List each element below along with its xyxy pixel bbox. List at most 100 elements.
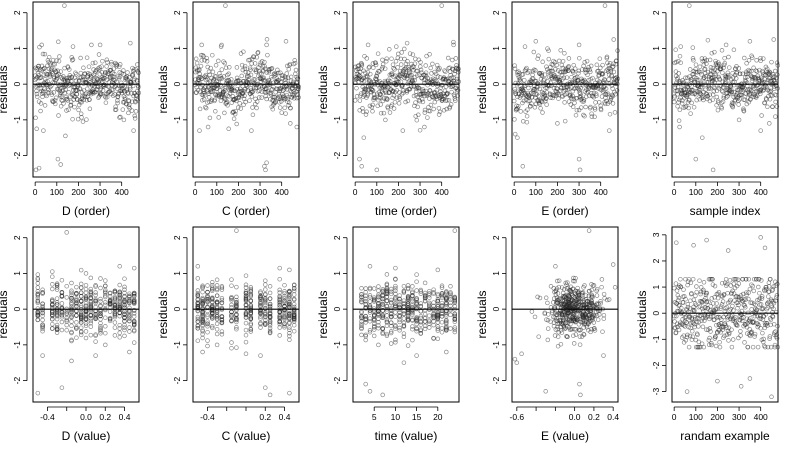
- residual-point: [367, 316, 373, 321]
- residual-point: [229, 283, 234, 288]
- residual-point: [117, 74, 123, 79]
- residual-point: [113, 107, 119, 112]
- residual-point: [376, 97, 381, 103]
- residual-point: [431, 322, 436, 328]
- x-axis-label: E (order): [541, 204, 588, 218]
- residual-point: [415, 104, 420, 110]
- residual-point: [239, 93, 245, 99]
- data-points: [671, 3, 781, 173]
- residual-point: [135, 62, 140, 67]
- residual-point: [708, 86, 713, 91]
- y-tick-label: 2: [172, 10, 182, 15]
- residual-point: [81, 65, 86, 71]
- residual-point: [204, 55, 209, 61]
- residual-point: [217, 76, 222, 82]
- plot-frame: [32, 1, 140, 178]
- y-tick-label: 2: [12, 235, 22, 240]
- residual-point: [699, 72, 704, 77]
- residual-point: [377, 69, 382, 74]
- residual-point: [410, 324, 415, 329]
- residual-point: [561, 85, 567, 90]
- residual-point: [69, 58, 75, 63]
- residual-point: [413, 113, 418, 119]
- residual-point: [120, 107, 126, 112]
- residual-point: [716, 100, 721, 105]
- residual-point: [250, 89, 255, 95]
- residual-point: [611, 61, 616, 66]
- residual-point: [384, 272, 390, 277]
- residual-point: [229, 77, 234, 82]
- residual-point: [719, 106, 725, 111]
- residual-point: [214, 293, 220, 298]
- residual-point: [601, 353, 606, 358]
- y-tick-label: -1: [172, 341, 182, 349]
- x-tick-label: 400: [594, 187, 608, 197]
- residual-point: [210, 69, 216, 75]
- residual-point: [359, 63, 365, 68]
- residual-point: [690, 56, 696, 61]
- residual-point: [416, 85, 421, 91]
- residual-point: [268, 90, 273, 96]
- residual-point: [711, 84, 717, 90]
- y-tick-label: -2: [172, 152, 182, 160]
- residual-point: [747, 39, 753, 44]
- residual-point: [715, 107, 721, 113]
- residual-point: [767, 121, 772, 126]
- residual-point: [540, 110, 545, 115]
- residual-point: [722, 55, 727, 61]
- residual-point: [427, 325, 432, 330]
- residual-point: [104, 94, 110, 100]
- residual-point: [447, 104, 453, 110]
- residual-point: [121, 94, 127, 99]
- residual-point: [83, 321, 89, 326]
- residual-point: [455, 87, 461, 93]
- residual-point: [205, 76, 210, 82]
- residual-point: [581, 99, 587, 104]
- x-axis-label: time (value): [375, 429, 438, 443]
- residual-point: [723, 42, 729, 48]
- residual-point: [279, 110, 284, 115]
- x-tick-label: 0.4: [119, 412, 131, 422]
- residual-point: [581, 63, 586, 69]
- residual-point: [238, 86, 243, 91]
- residual-point: [456, 66, 461, 72]
- residual-point: [556, 96, 561, 101]
- residual-point: [393, 337, 398, 343]
- residual-point: [532, 314, 538, 320]
- residual-point: [205, 283, 210, 288]
- residual-point: [438, 91, 443, 97]
- residual-point: [287, 390, 292, 396]
- residual-point: [216, 115, 221, 120]
- residual-point: [578, 105, 584, 110]
- residual-point: [597, 56, 603, 61]
- residual-point: [357, 156, 362, 162]
- residual-point: [54, 296, 60, 301]
- residual-point: [608, 68, 614, 74]
- residual-point: [40, 353, 45, 358]
- residual-point: [132, 113, 137, 119]
- residual-point: [450, 57, 455, 63]
- residual-point: [214, 331, 220, 337]
- y-axis-label: residuals: [635, 65, 649, 113]
- residual-point: [129, 108, 135, 113]
- y-tick-label: -2: [491, 152, 501, 160]
- residual-point: [690, 276, 696, 282]
- residual-point: [112, 71, 117, 77]
- residual-point: [277, 333, 282, 338]
- residual-point: [710, 92, 716, 97]
- residual-point: [378, 102, 383, 107]
- residual-point: [363, 337, 368, 343]
- residual-point: [700, 324, 706, 330]
- residual-point: [194, 60, 200, 66]
- residual-point: [103, 278, 108, 283]
- residual-point: [582, 113, 587, 119]
- residual-point: [693, 293, 698, 299]
- residual-point: [365, 74, 370, 80]
- residual-point: [200, 335, 205, 341]
- residual-point: [272, 73, 278, 78]
- y-tick-label: -1: [332, 116, 342, 124]
- residual-point: [391, 66, 396, 71]
- residual-point: [709, 50, 715, 56]
- residual-point: [565, 64, 571, 70]
- residual-point: [710, 75, 715, 80]
